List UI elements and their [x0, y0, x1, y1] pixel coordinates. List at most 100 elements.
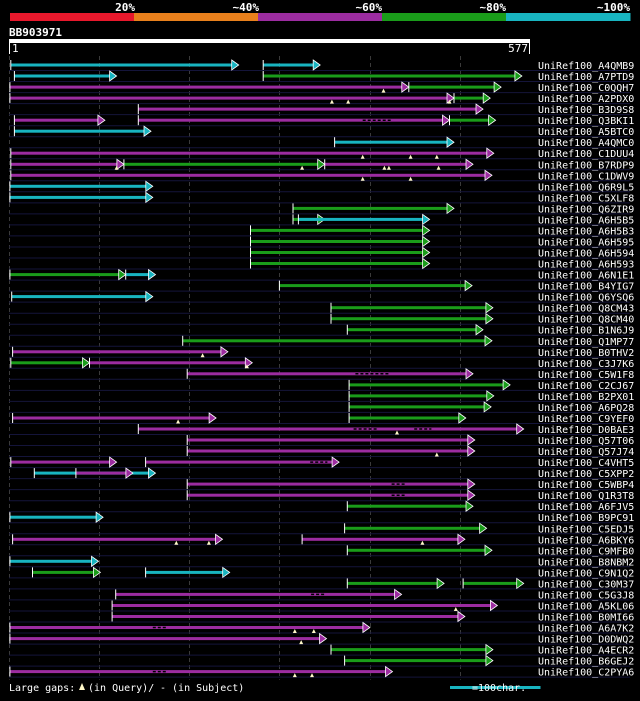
- alignment-segment: [250, 262, 424, 265]
- segment-end-arrow: [317, 158, 326, 171]
- segment-end-arrow: [109, 70, 118, 82]
- hit-label: UniRef100_B3D9S8: [538, 105, 634, 116]
- alignment-segment: [10, 151, 488, 155]
- hit-row: UniRef100_C2PYA6: [9, 665, 634, 679]
- hit-label: UniRef100_C5G3J8: [538, 590, 634, 601]
- hit-label: UniRef100_A4QMC0: [538, 138, 634, 149]
- alignment-segment: [9, 195, 147, 199]
- alignment-segment: [463, 581, 518, 585]
- hit-row: UniRef100_A6H594: [9, 246, 634, 260]
- alignment-segment: [12, 350, 222, 354]
- gaps-text: Large gaps:: [9, 683, 75, 694]
- alignment-segment: [123, 162, 319, 166]
- hit-row: UniRef100_A2PDX0: [9, 92, 634, 105]
- alignment-segment: [182, 339, 486, 343]
- segment-end-arrow: [485, 643, 494, 656]
- hit-row: UniRef100_B8NBM2: [9, 555, 634, 568]
- hit-label: UniRef100_C2CJ67: [538, 381, 634, 392]
- hit-row: UniRef100_Q1MP77: [9, 335, 634, 348]
- alignment-segment: [349, 416, 460, 420]
- segment-end-arrow: [488, 114, 497, 126]
- hit-label: UniRef100_A6H5B3: [538, 226, 634, 237]
- query-gap-marker: [299, 640, 304, 645]
- hit-label: UniRef100_C1DUU4: [538, 149, 634, 160]
- hit-label: UniRef100_D0BAE3: [538, 425, 634, 436]
- alignment-segment: [9, 184, 147, 188]
- segment-end-arrow: [312, 59, 321, 71]
- segment-end-arrow: [145, 290, 154, 303]
- legend-label-80: ~80%: [480, 1, 507, 14]
- alignment-segment: [250, 240, 424, 243]
- hit-label: UniRef100_A6N1E1: [538, 271, 634, 282]
- query-gap-marker: [329, 99, 334, 104]
- hit-row: UniRef100_A5BTC0: [9, 125, 634, 138]
- query-gap-marker: [300, 165, 305, 170]
- alignment-segment: [9, 637, 321, 641]
- segment-end-arrow: [475, 323, 484, 336]
- hit-label: UniRef100_Q6R9L5: [538, 182, 634, 193]
- hit-row: UniRef100_C30M37: [9, 577, 634, 590]
- segment-end-arrow: [516, 423, 525, 435]
- alignment-segment: [347, 548, 486, 552]
- query-gap-marker: [360, 154, 365, 159]
- hit-row: UniRef100_Q3BKI1: [9, 114, 634, 127]
- alignment-segment: [9, 96, 449, 100]
- hit-row: UniRef100_B9PC91: [9, 511, 634, 524]
- hit-label: UniRef100_C0QQH7: [538, 83, 634, 94]
- alignment-segment: [138, 427, 518, 431]
- hit-row: UniRef100_C4VHT5: [9, 456, 634, 469]
- segment-end-arrow: [331, 456, 340, 468]
- segment-end-arrow: [220, 346, 229, 358]
- hit-row: UniRef100_Q57T06: [9, 434, 634, 447]
- alignment-segment: [331, 306, 487, 310]
- alignment-segment: [302, 537, 459, 541]
- hit-row: UniRef100_B4YIG7: [9, 279, 634, 293]
- alignment-segment: [10, 162, 118, 166]
- hit-label: UniRef100_D0DWQ2: [538, 635, 634, 646]
- segment-end-arrow: [484, 544, 493, 557]
- hit-row: UniRef100_A6FJV5: [9, 500, 634, 513]
- hit-row: UniRef100_B2PX01: [9, 390, 634, 403]
- segment-end-arrow: [394, 588, 403, 601]
- alignment-segment: [14, 118, 99, 122]
- segment-end-arrow: [436, 577, 445, 590]
- segment-end-arrow: [442, 114, 451, 126]
- alignment-segment: [112, 604, 492, 607]
- segment-end-arrow: [145, 180, 154, 193]
- query-gap-marker: [176, 419, 181, 424]
- hit-row: UniRef100_A6H5B3: [9, 224, 634, 237]
- scale-text: =100char.: [472, 683, 526, 694]
- hit-label: UniRef100_Q1MP77: [538, 337, 634, 348]
- alignment-segment: [250, 228, 424, 232]
- alignment-segment: [347, 504, 467, 508]
- segment-end-arrow: [446, 136, 455, 148]
- alignment-segment: [187, 449, 469, 453]
- query-gap-marker: [436, 165, 441, 170]
- query-gap-marker: [408, 154, 413, 159]
- alignment-segment: [187, 372, 467, 376]
- alignment-segment: [298, 217, 424, 221]
- query-gap-marker: [200, 353, 205, 358]
- subject-gap-text: - (in Subject): [160, 683, 244, 694]
- hit-row: UniRef100_C5WBP4: [9, 478, 634, 491]
- hit-row: UniRef100_B3D9S8: [9, 103, 634, 116]
- alignment-segment: [9, 85, 403, 89]
- hit-label: UniRef100_C4VHT5: [538, 458, 634, 469]
- alignment-segment: [187, 438, 469, 442]
- segment-end-arrow: [148, 467, 157, 479]
- segment-end-arrow: [422, 213, 431, 226]
- hit-label: UniRef100_Q3BKI1: [538, 116, 634, 127]
- query-gap-marker: [434, 154, 439, 159]
- alignment-segment: [12, 537, 217, 541]
- legend-color-bar-5: [506, 13, 631, 21]
- segment-end-arrow: [231, 59, 240, 71]
- hit-label: UniRef100_A2PDX0: [538, 94, 634, 105]
- alignment-segment: [331, 317, 487, 321]
- segment-end-arrow: [385, 665, 394, 678]
- hit-row: UniRef100_C5EDJ5: [9, 522, 634, 535]
- segment-end-arrow: [457, 533, 466, 546]
- legend-color-bar-2: [134, 13, 259, 21]
- hit-row: UniRef100_Q8CM43: [9, 301, 634, 315]
- hit-row: UniRef100_C1DUU4: [9, 147, 634, 160]
